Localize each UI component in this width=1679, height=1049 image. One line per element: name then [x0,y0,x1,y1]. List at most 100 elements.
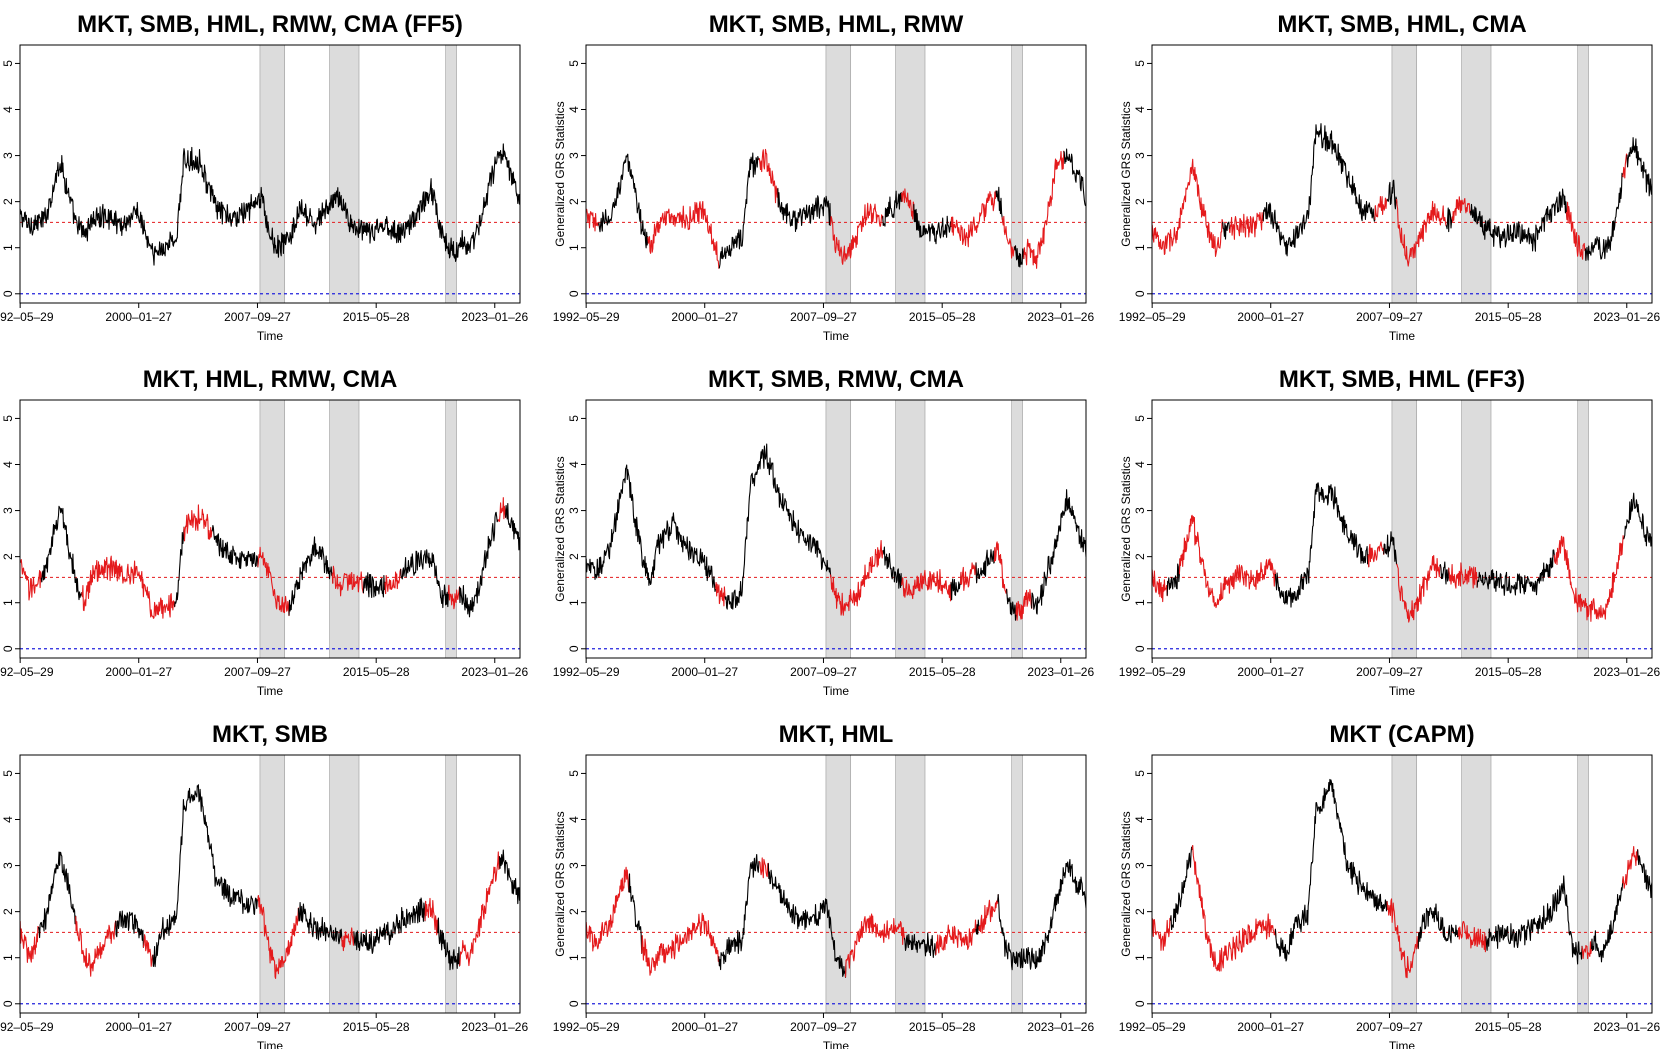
y-axis-label: Generalized GRS Statistics [1119,456,1133,601]
series-line-significant [844,913,906,978]
series-line [1063,148,1087,207]
x-tick-label: 1992–05–29 [553,310,620,324]
recession-shade-1 [1391,399,1418,659]
series-line [458,511,499,618]
x-axis-label: Time [823,329,850,343]
x-tick-label: 2007–09–27 [224,310,291,324]
chart-title: MKT, SMB, HML (FF3) [1279,366,1525,393]
recession-shade-1 [259,44,286,304]
series-line-significant [341,927,356,952]
y-tick-label: 2 [1133,908,1147,915]
x-tick-label: 1992–05–29 [553,1020,620,1034]
y-tick-label: 0 [1133,290,1147,297]
x-tick-label: 2023–01–26 [1593,665,1660,679]
series-line-significant [1565,201,1587,261]
series-line-significant [447,584,461,610]
y-tick-label: 1 [1,244,15,251]
series-line [362,572,387,599]
chart-title: MKT, HML [779,721,894,748]
series-line-significant [585,866,631,952]
x-tick-label: 2007–09–27 [1356,310,1423,324]
series-line-significant [1151,915,1172,951]
x-tick-label: 2000–01–27 [671,310,738,324]
recession-shade-3 [445,44,457,304]
x-tick-label: 1992–05–29 [553,665,620,679]
x-tick-label: 2015–05–28 [1475,310,1542,324]
series-line-significant [1622,845,1639,889]
series-line [1439,561,1450,585]
plot-frame [1151,44,1653,304]
recession-shade-3 [1577,754,1589,1014]
series-line-significant [1553,535,1625,622]
y-tick-label: 3 [1133,862,1147,869]
y-tick-label: 5 [1133,415,1147,422]
series-line [37,851,77,939]
y-axis-label: Generalized GRS Statistics [553,456,567,601]
x-tick-label: 2000–01–27 [1237,665,1304,679]
series-line [1166,558,1181,596]
y-tick-label: 2 [567,553,581,560]
y-axis-label: Generalized GRS Statistics [0,456,1,601]
series-line-significant [1191,844,1277,972]
series-line-significant [1395,198,1447,267]
y-tick-label: 2 [567,198,581,205]
series-line [1274,778,1389,962]
series-line [718,152,760,269]
x-tick-label: 2015–05–28 [1475,665,1542,679]
series-line [1031,489,1087,615]
x-tick-label: 2023–01–26 [1027,310,1094,324]
chart-panel-2: MKT, SMB, HML, RMW 0 1 2 3 4 5 1992–05–29 2000–0… [553,11,1095,343]
y-tick-label: 1 [1133,244,1147,251]
x-tick-label: 2000–01–27 [671,665,738,679]
y-tick-label: 4 [1,816,15,823]
series-line-significant [1396,554,1441,623]
series-line-significant [1622,153,1629,179]
series-line [1169,845,1194,931]
series-line-significant [1457,920,1488,953]
series-line [767,863,847,978]
x-tick-label: 2023–01–26 [1027,1020,1094,1034]
chart-title: MKT, SMB, HML, CMA [1277,11,1526,38]
chart-title: MKT, SMB, RMW, CMA [708,366,964,393]
y-tick-label: 5 [567,415,581,422]
x-tick-label: 2007–09–27 [224,665,291,679]
x-tick-label: 2023–01–26 [461,665,528,679]
y-tick-label: 5 [1,415,15,422]
y-tick-label: 0 [567,290,581,297]
series-line-significant [257,894,300,979]
series-line [297,902,343,947]
chart-panel-8: MKT, HML 0 1 2 3 4 5 1992–05–29 2000–01–27 2007–0… [553,721,1095,1049]
recession-shade-2 [1461,44,1492,304]
x-axis-label: Time [823,684,850,698]
recession-shade-1 [825,754,852,1014]
series-line [628,873,643,954]
series-line-significant [585,208,600,232]
x-tick-label: 2015–05–28 [909,665,976,679]
recession-shade-3 [445,754,457,1014]
series-line [1006,588,1018,621]
y-tick-label: 5 [1,60,15,67]
x-tick-label: 2015–05–28 [909,310,976,324]
y-tick-label: 0 [1133,1000,1147,1007]
recession-shade-1 [825,399,852,659]
series-line [1417,903,1460,949]
series-line [882,546,903,589]
x-axis-label: Time [823,1039,850,1049]
y-tick-label: 2 [1,198,15,205]
x-axis-label: Time [1389,329,1416,343]
series-line-significant [142,934,154,967]
x-tick-label: 2023–01–26 [1027,665,1094,679]
series-line [975,547,996,584]
y-tick-label: 4 [1133,816,1147,823]
series-line [437,917,461,971]
chart-title: MKT, HML, RMW, CMA [143,366,398,393]
chart-title: MKT (CAPM) [1329,721,1474,748]
chart-panel-3: MKT, SMB, HML, CMA 0 1 2 3 4 5 1992–05–29 2000–0… [1119,11,1661,343]
series-line [950,572,962,601]
y-tick-label: 3 [567,507,581,514]
chart-panel-7: MKT, SMB 0 1 2 3 4 5 1992–05–29 2000–01–27 2007–0… [0,721,528,1049]
recession-shade-2 [329,44,360,304]
plot-frame [585,399,1087,659]
plot-frame [585,754,1087,1014]
y-tick-label: 3 [1,507,15,514]
